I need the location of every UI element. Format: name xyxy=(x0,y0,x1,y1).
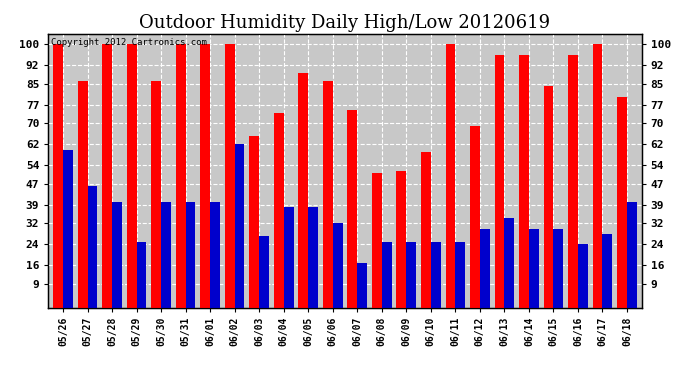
Bar xyxy=(421,152,431,308)
Bar xyxy=(235,144,244,308)
Bar xyxy=(553,228,563,308)
Bar xyxy=(617,97,627,308)
Bar xyxy=(274,113,284,308)
Bar xyxy=(504,218,514,308)
Bar xyxy=(284,207,293,308)
Bar xyxy=(372,173,382,308)
Bar xyxy=(249,136,259,308)
Bar xyxy=(406,242,416,308)
Bar xyxy=(544,86,553,308)
Bar xyxy=(137,242,146,308)
Bar xyxy=(88,186,97,308)
Bar xyxy=(176,44,186,308)
Bar xyxy=(470,126,480,308)
Bar xyxy=(397,171,406,308)
Bar xyxy=(519,55,529,308)
Bar xyxy=(578,244,588,308)
Bar xyxy=(593,44,602,308)
Bar xyxy=(102,44,112,308)
Bar xyxy=(446,44,455,308)
Bar xyxy=(200,44,210,308)
Bar xyxy=(225,44,235,308)
Bar xyxy=(259,236,269,308)
Bar xyxy=(308,207,318,308)
Bar xyxy=(63,150,73,308)
Bar xyxy=(333,223,342,308)
Bar xyxy=(127,44,137,308)
Title: Outdoor Humidity Daily High/Low 20120619: Outdoor Humidity Daily High/Low 20120619 xyxy=(139,14,551,32)
Bar xyxy=(112,202,122,308)
Bar xyxy=(568,55,578,308)
Bar xyxy=(210,202,220,308)
Bar xyxy=(529,228,539,308)
Bar xyxy=(161,202,171,308)
Bar xyxy=(382,242,392,308)
Bar xyxy=(53,44,63,308)
Bar xyxy=(495,55,504,308)
Bar xyxy=(455,242,465,308)
Bar xyxy=(431,242,441,308)
Bar xyxy=(348,110,357,308)
Bar xyxy=(186,202,195,308)
Text: Copyright 2012 Cartronics.com: Copyright 2012 Cartronics.com xyxy=(51,38,207,47)
Bar xyxy=(151,81,161,308)
Bar xyxy=(357,263,367,308)
Bar xyxy=(480,228,490,308)
Bar xyxy=(323,81,333,308)
Bar xyxy=(602,234,612,308)
Bar xyxy=(298,73,308,308)
Bar xyxy=(78,81,88,308)
Bar xyxy=(627,202,637,308)
